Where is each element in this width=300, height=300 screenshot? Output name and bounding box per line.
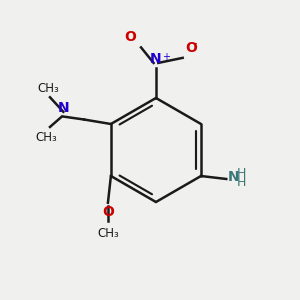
Text: N: N (150, 52, 162, 66)
Text: N: N (228, 170, 240, 184)
Text: O: O (125, 30, 136, 44)
Text: N: N (58, 101, 69, 115)
Text: O: O (102, 205, 114, 219)
Text: H: H (236, 176, 246, 189)
Text: O: O (186, 40, 197, 55)
Text: +: + (163, 52, 170, 62)
Text: -: - (192, 37, 197, 50)
Text: H: H (236, 167, 246, 180)
Text: CH₃: CH₃ (35, 131, 57, 144)
Text: CH₃: CH₃ (97, 226, 119, 239)
Text: CH₃: CH₃ (38, 82, 59, 94)
